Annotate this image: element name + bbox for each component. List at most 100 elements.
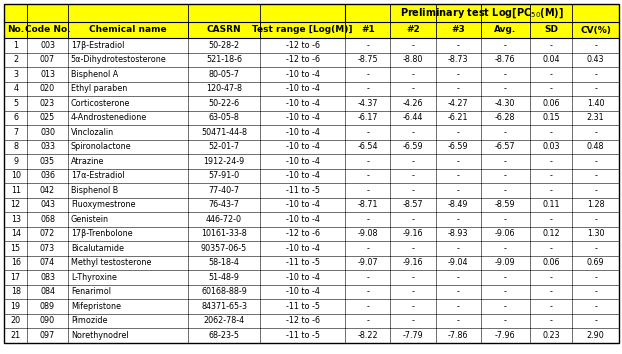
Text: -: - xyxy=(412,70,414,79)
Text: -: - xyxy=(504,273,506,282)
Text: -12 to -6: -12 to -6 xyxy=(285,55,320,64)
Text: 16: 16 xyxy=(11,258,21,267)
Text: 035: 035 xyxy=(40,157,55,166)
Text: -: - xyxy=(412,128,414,137)
Text: Genistein: Genistein xyxy=(71,215,109,224)
Text: 76-43-7: 76-43-7 xyxy=(208,200,239,209)
Text: -: - xyxy=(594,244,597,253)
Text: -8.71: -8.71 xyxy=(358,200,378,209)
Text: 19: 19 xyxy=(11,302,21,311)
Text: -: - xyxy=(549,316,552,325)
Text: -9.04: -9.04 xyxy=(448,258,468,267)
Text: Atrazine: Atrazine xyxy=(71,157,104,166)
Text: -: - xyxy=(457,171,460,180)
Text: -6.54: -6.54 xyxy=(358,142,378,151)
Text: -: - xyxy=(504,157,506,166)
Text: -: - xyxy=(366,302,369,311)
Bar xyxy=(4,299,619,314)
Text: -: - xyxy=(504,316,506,325)
Text: -11 to -5: -11 to -5 xyxy=(285,258,320,267)
Text: 15: 15 xyxy=(11,244,21,253)
Text: 042: 042 xyxy=(40,186,55,195)
Text: -: - xyxy=(366,70,369,79)
Text: 446-72-0: 446-72-0 xyxy=(206,215,242,224)
Bar xyxy=(4,38,619,52)
Text: 4: 4 xyxy=(13,84,18,93)
Text: -10 to -4: -10 to -4 xyxy=(285,171,320,180)
Text: -: - xyxy=(504,171,506,180)
Text: -: - xyxy=(594,84,597,93)
Text: 17α-Estradiol: 17α-Estradiol xyxy=(71,171,124,180)
Text: -: - xyxy=(504,70,506,79)
Text: 17: 17 xyxy=(11,273,21,282)
Bar xyxy=(4,67,619,81)
Text: -11 to -5: -11 to -5 xyxy=(285,331,320,340)
Text: 50-28-2: 50-28-2 xyxy=(208,41,239,50)
Text: 57-91-0: 57-91-0 xyxy=(208,171,239,180)
Text: 0.06: 0.06 xyxy=(542,99,560,108)
Text: 0.43: 0.43 xyxy=(587,55,605,64)
Text: -: - xyxy=(412,186,414,195)
Text: 120-47-8: 120-47-8 xyxy=(206,84,242,93)
Text: -12 to -6: -12 to -6 xyxy=(285,229,320,238)
Text: -: - xyxy=(412,287,414,296)
Text: 17β-Estradiol: 17β-Estradiol xyxy=(71,41,124,50)
Text: 77-40-7: 77-40-7 xyxy=(208,186,239,195)
Text: -: - xyxy=(549,171,552,180)
Text: -: - xyxy=(366,157,369,166)
Text: -: - xyxy=(594,128,597,137)
Text: 1.30: 1.30 xyxy=(587,229,605,238)
Text: -: - xyxy=(594,171,597,180)
Text: -: - xyxy=(549,273,552,282)
Bar xyxy=(4,227,619,241)
Text: Fluoxymestrone: Fluoxymestrone xyxy=(71,200,135,209)
Text: 9: 9 xyxy=(13,157,18,166)
Text: 84371-65-3: 84371-65-3 xyxy=(201,302,247,311)
Text: -8.49: -8.49 xyxy=(448,200,468,209)
Text: -: - xyxy=(594,157,597,166)
Bar xyxy=(4,241,619,256)
Text: 2062-78-4: 2062-78-4 xyxy=(203,316,244,325)
Text: -9.08: -9.08 xyxy=(358,229,378,238)
Text: -11 to -5: -11 to -5 xyxy=(285,186,320,195)
Text: -: - xyxy=(412,157,414,166)
Text: 1.28: 1.28 xyxy=(587,200,605,209)
Text: 80-05-7: 80-05-7 xyxy=(208,70,239,79)
Bar xyxy=(4,110,619,125)
Text: #1: #1 xyxy=(361,25,374,34)
Text: -: - xyxy=(412,273,414,282)
Text: -12 to -6: -12 to -6 xyxy=(285,316,320,325)
Text: -: - xyxy=(366,215,369,224)
Text: -: - xyxy=(412,316,414,325)
Text: -7.79: -7.79 xyxy=(402,331,424,340)
Text: Fenarimol: Fenarimol xyxy=(71,287,111,296)
Text: -: - xyxy=(549,302,552,311)
Text: Bisphenol B: Bisphenol B xyxy=(71,186,118,195)
Text: -: - xyxy=(594,316,597,325)
Text: 0.04: 0.04 xyxy=(542,55,560,64)
Text: 63-05-8: 63-05-8 xyxy=(208,113,239,122)
Text: 036: 036 xyxy=(40,171,55,180)
Text: -: - xyxy=(457,302,460,311)
Text: -10 to -4: -10 to -4 xyxy=(285,99,320,108)
Text: 21: 21 xyxy=(11,331,21,340)
Text: 020: 020 xyxy=(40,84,55,93)
Text: -: - xyxy=(504,41,506,50)
Text: 068: 068 xyxy=(40,215,55,224)
Text: -: - xyxy=(412,84,414,93)
Bar xyxy=(4,52,619,67)
Text: -: - xyxy=(412,171,414,180)
Text: -: - xyxy=(549,128,552,137)
Text: 51-48-9: 51-48-9 xyxy=(208,273,239,282)
Text: 50471-44-8: 50471-44-8 xyxy=(201,128,247,137)
Text: -: - xyxy=(549,84,552,93)
Text: 074: 074 xyxy=(40,258,55,267)
Text: -4.27: -4.27 xyxy=(448,99,468,108)
Text: 0.06: 0.06 xyxy=(542,258,560,267)
Text: 1: 1 xyxy=(13,41,18,50)
Text: 3: 3 xyxy=(13,70,18,79)
Text: Chemical name: Chemical name xyxy=(89,25,167,34)
Bar xyxy=(4,4,345,22)
Text: -10 to -4: -10 to -4 xyxy=(285,70,320,79)
Text: 521-18-6: 521-18-6 xyxy=(206,55,242,64)
